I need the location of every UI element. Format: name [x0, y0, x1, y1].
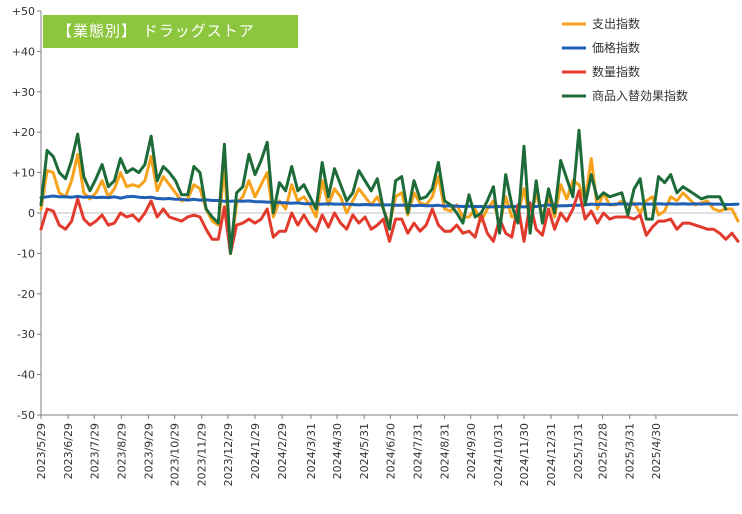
x-tick-label: 2024/8/31 — [439, 423, 452, 479]
y-tick-label: -20 — [17, 288, 35, 301]
y-tick-label: +30 — [12, 86, 35, 99]
y-tick-label: -40 — [17, 369, 35, 382]
legend-label: 支出指数 — [592, 16, 640, 31]
legend-label: 商品入替効果指数 — [592, 88, 688, 103]
x-tick-label: 2023/8/29 — [115, 423, 128, 479]
x-tick-label: 2024/5/31 — [358, 423, 371, 479]
y-tick-label: -30 — [17, 328, 35, 341]
series-line — [39, 194, 740, 209]
legend-label: 数量指数 — [592, 64, 640, 79]
x-tick-label: 2024/2/29 — [276, 423, 289, 479]
y-tick-label: -10 — [17, 247, 35, 260]
x-tick-label: 2025/1/31 — [572, 423, 585, 479]
y-tick-label: +50 — [12, 5, 35, 18]
x-tick-label: 2024/4/30 — [331, 423, 344, 479]
x-tick-label: 2024/10/31 — [492, 423, 505, 486]
x-tick-label: 2023/12/29 — [222, 423, 235, 486]
x-tick-label: 2025/4/30 — [650, 423, 663, 479]
y-tick-label: +20 — [12, 126, 35, 139]
x-tick-label: 2023/10/29 — [169, 423, 182, 486]
x-tick-label: 2024/7/31 — [411, 423, 424, 479]
x-tick-label: 2023/9/29 — [142, 423, 155, 479]
y-tick-label: -50 — [17, 409, 35, 422]
y-tick-label: 0 — [28, 207, 35, 220]
x-tick-label: 2024/6/30 — [384, 423, 397, 479]
x-tick-label: 2024/12/31 — [545, 423, 558, 486]
series-line — [39, 128, 728, 255]
x-tick-label: 2024/9/30 — [465, 423, 478, 479]
x-tick-label: 2024/1/29 — [249, 423, 262, 479]
legend-label: 価格指数 — [592, 40, 640, 55]
x-tick-label: 2024/3/31 — [305, 423, 318, 479]
series-line — [39, 189, 740, 255]
x-tick-label: 2025/2/28 — [597, 423, 610, 479]
x-tick-label: 2023/11/29 — [196, 423, 209, 486]
y-tick-label: +10 — [12, 167, 35, 180]
chart-title: 【業態別】 ドラッグストア — [43, 15, 298, 48]
x-tick-label: 2023/6/29 — [62, 423, 75, 479]
x-tick-label: 2025/3/31 — [624, 423, 637, 479]
x-tick-label: 2023/7/29 — [88, 423, 101, 479]
y-tick-label: +40 — [12, 45, 35, 58]
x-tick-label: 2023/5/29 — [35, 423, 48, 479]
x-tick-label: 2024/11/30 — [518, 423, 531, 486]
